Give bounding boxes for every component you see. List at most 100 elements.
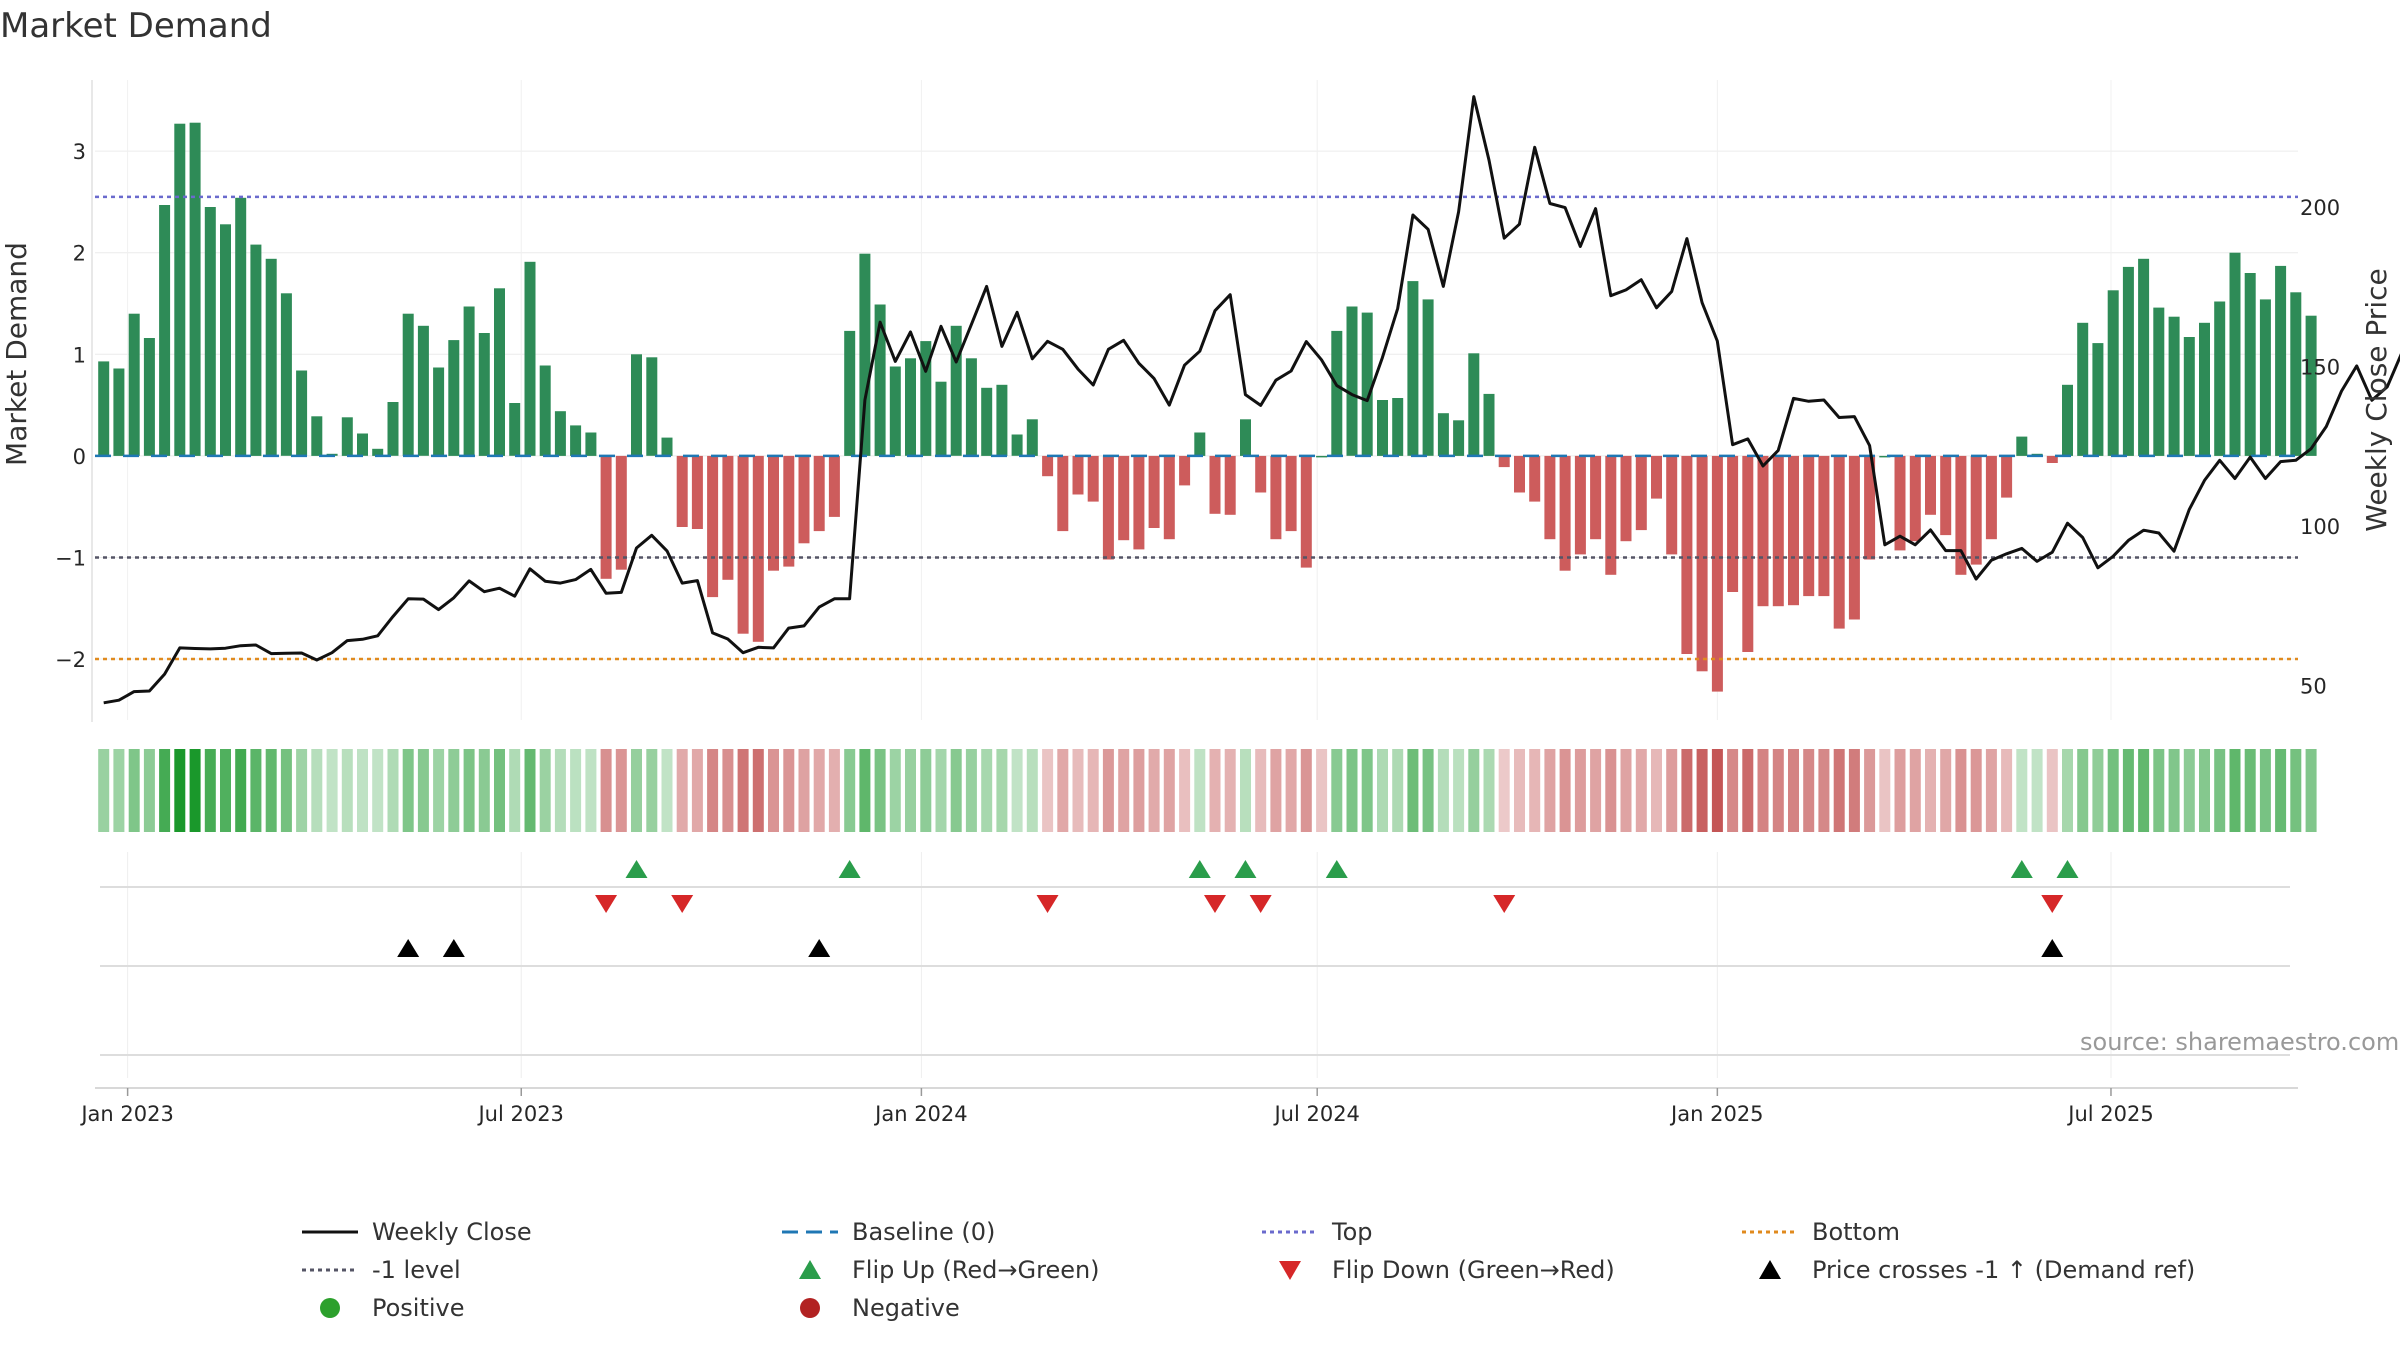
up-triangle-icon [1759, 1260, 1781, 1279]
heat-cell [768, 749, 779, 832]
legend-label: -1 level [372, 1256, 461, 1284]
price-cross-marker [442, 939, 465, 957]
heat-cell [646, 749, 658, 832]
demand-bar [1727, 455, 1739, 592]
heat-cell [2199, 749, 2210, 832]
heat-cell [478, 749, 490, 832]
demand-bar [996, 384, 1008, 456]
tick-labels: 3 2 1 0 −1 −2 200 150 100 50 Jan 2023 Jul 2023 Jan 2… [55, 140, 2340, 1126]
demand-bar [1179, 455, 1191, 486]
heat-cell [828, 749, 840, 832]
demand-bar [1498, 455, 1510, 468]
demand-bar [2001, 455, 2013, 498]
demand-bar [280, 293, 292, 456]
dotted-line-icon [1262, 1230, 1318, 1234]
heat-cell [950, 749, 962, 832]
price-cross-marker [2041, 939, 2064, 957]
demand-bar [1711, 455, 1723, 692]
y2-tick-label: 100 [2300, 515, 2340, 539]
reference-lines [95, 195, 2298, 661]
demand-bar [676, 455, 688, 527]
heat-cell [2138, 749, 2150, 832]
heat-cell [2107, 749, 2119, 832]
y2-tick-label: 50 [2300, 675, 2327, 699]
heat-cell [1864, 749, 1876, 832]
demand-bar [1970, 455, 1982, 565]
legend-item-minus-one-level: -1 level [300, 1252, 461, 1288]
legend-item-baseline: Baseline (0) [780, 1214, 995, 1250]
heat-cell [1483, 749, 1495, 832]
heat-cell [1544, 749, 1556, 832]
heat-cell [402, 749, 414, 832]
heat-cell [509, 749, 521, 832]
demand-bar [1316, 455, 1328, 458]
heat-cell [570, 749, 582, 832]
price-cross-marker [808, 939, 831, 957]
heat-cell [296, 749, 308, 832]
legend-label: Flip Up (Red→Green) [852, 1256, 1100, 1284]
x-tick-label: Jan 2024 [873, 1102, 968, 1126]
demand-bar [311, 416, 323, 456]
heat-cell [1651, 749, 1662, 832]
demand-bar [1285, 455, 1297, 532]
demand-bar [2275, 265, 2287, 456]
demand-bar [1803, 455, 1815, 597]
demand-bar [2107, 290, 2119, 456]
demand-bar [2259, 299, 2271, 456]
heat-cell [1437, 749, 1449, 832]
heat-cell [2062, 749, 2073, 832]
demand-bar [2092, 343, 2104, 456]
heat-cell [128, 749, 140, 832]
heat-cell [1498, 749, 1510, 832]
heat-cell [1742, 749, 1754, 832]
heat-cell [311, 749, 323, 832]
demand-bar [1148, 455, 1160, 528]
demand-bar [2290, 292, 2302, 456]
demand-bar [752, 455, 764, 642]
demand-bar [265, 258, 277, 456]
flip-down-marker [2041, 895, 2064, 913]
demand-bar [1514, 455, 1525, 493]
demand-bar [1757, 455, 1769, 607]
heat-cell [585, 749, 597, 832]
demand-bar [737, 455, 749, 634]
y-tick-label: 0 [73, 445, 86, 469]
heat-cell [1940, 749, 1952, 832]
demand-bar [859, 253, 871, 456]
heat-cell [1102, 749, 1114, 832]
demand-bar [1955, 455, 1967, 575]
demand-bar [1666, 455, 1678, 555]
heat-cell [722, 749, 734, 832]
flip-up-marker [1188, 860, 1211, 878]
heat-cell [1803, 749, 1815, 832]
demand-bar [189, 122, 201, 456]
heat-cell [1620, 749, 1632, 832]
demand-bar [387, 402, 399, 456]
demand-bar [691, 455, 703, 529]
demand-bar [1300, 455, 1312, 568]
demand-bar [783, 455, 795, 567]
heat-cell [1468, 749, 1480, 832]
demand-bar [1453, 420, 1465, 456]
demand-bar [2168, 316, 2180, 456]
demand-bar [722, 455, 734, 580]
demand-bar [1620, 455, 1632, 542]
heat-cell [1163, 749, 1175, 832]
demand-bar [159, 205, 171, 456]
heat-cell [1727, 749, 1739, 832]
heat-cell [752, 749, 764, 832]
demand-bar [1270, 455, 1282, 540]
heat-cell [463, 749, 475, 832]
heat-cell [1026, 749, 1038, 832]
heat-cell [250, 749, 262, 832]
heat-cell [1848, 749, 1860, 832]
flip-down-marker [1203, 895, 1226, 913]
heat-cell [1635, 749, 1647, 832]
demand-bar [2077, 322, 2089, 456]
heat-cell [539, 749, 551, 832]
heat-cell [798, 749, 810, 832]
demand-bar [1696, 455, 1708, 672]
heat-cell [113, 749, 125, 832]
heat-cell [1331, 749, 1343, 832]
heat-cell [1605, 749, 1617, 832]
